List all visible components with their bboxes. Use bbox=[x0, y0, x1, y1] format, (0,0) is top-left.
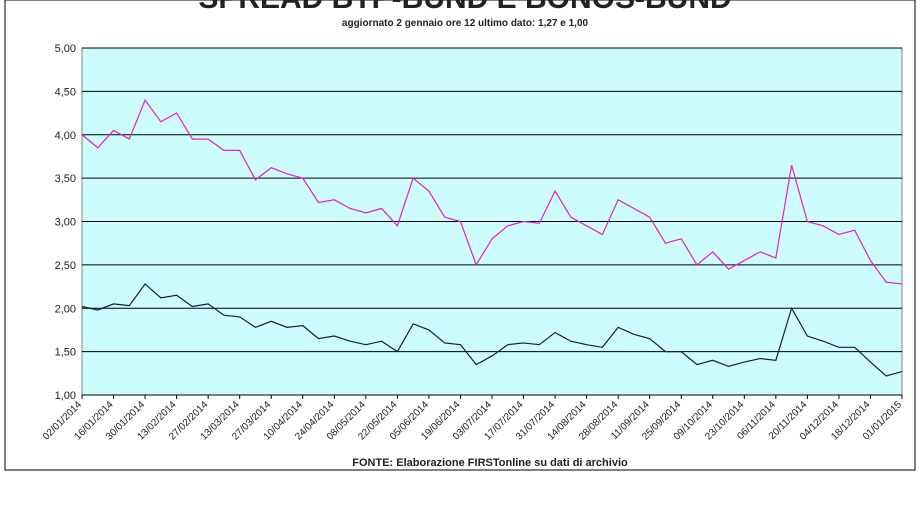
y-tick-label: 2,00 bbox=[55, 303, 76, 315]
y-tick-label: 5,00 bbox=[55, 43, 76, 55]
y-tick-label: 4,50 bbox=[55, 86, 76, 98]
data-line bbox=[81, 283, 903, 377]
y-tick-label: 3,00 bbox=[55, 217, 76, 229]
source-note: FONTE: Elaborazione FIRSTonline su dati … bbox=[352, 457, 628, 469]
data-line bbox=[81, 98, 903, 285]
y-tick-label: 1,50 bbox=[55, 347, 76, 359]
y-tick-label: 2,50 bbox=[55, 260, 76, 272]
chart-title: SPREAD BTP-BUND E BONOS-BUND bbox=[198, 0, 731, 15]
chart-subtitle: aggiornato 2 gennaio ore 12 ultimo dato:… bbox=[342, 18, 589, 29]
y-tick-label: 3,50 bbox=[55, 173, 76, 185]
y-tick-label: 1,00 bbox=[55, 390, 76, 402]
y-tick-label: 4,00 bbox=[55, 130, 76, 142]
